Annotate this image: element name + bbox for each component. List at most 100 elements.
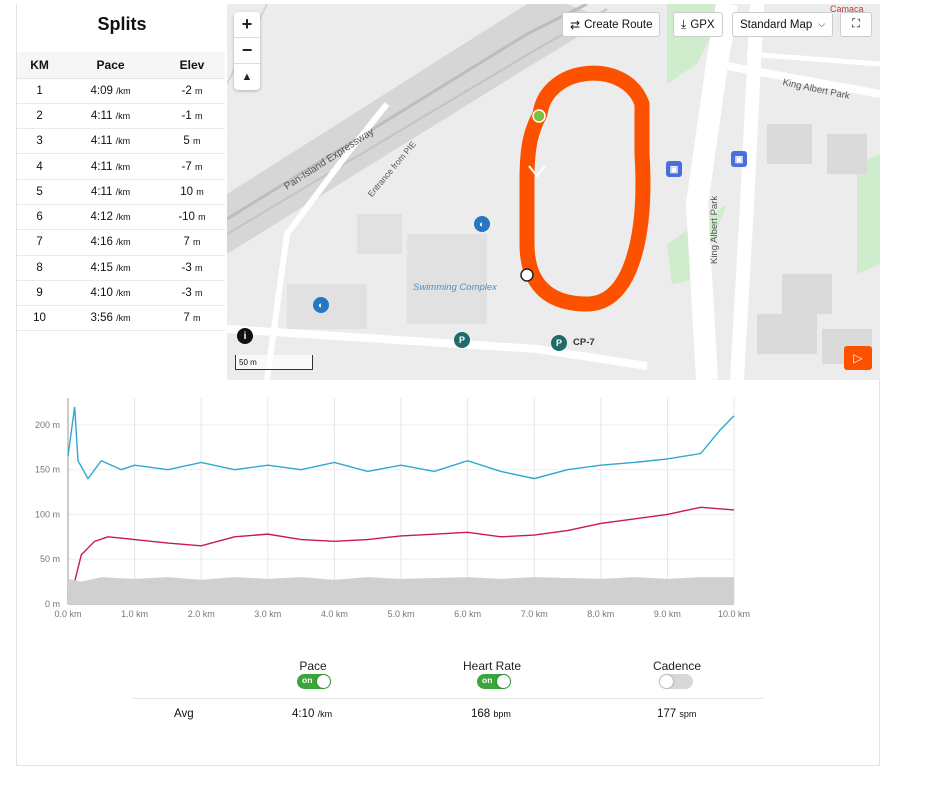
avg-cadence: 177 spm	[657, 708, 697, 720]
splits-panel: Splits KM Pace Elev 1 4:09 /km -2 m 2 4:11 /…	[17, 4, 227, 379]
split-km: 10	[17, 305, 63, 332]
heart-rate-toggle[interactable]: on	[477, 674, 511, 689]
stats-divider	[133, 698, 763, 699]
splits-title: Splits	[97, 14, 147, 34]
split-km: 9	[17, 280, 63, 307]
chevron-down-icon: ⌵	[818, 19, 826, 29]
split-km: 2	[17, 103, 63, 130]
split-elev: -10 m	[158, 204, 225, 231]
split-pace: 4:11 /km	[62, 128, 159, 155]
split-km: 3	[17, 128, 63, 155]
fullscreen-button[interactable]: ⛶	[840, 12, 872, 37]
x-tick-label: 6.0 km	[454, 609, 481, 619]
series-line	[67, 406, 735, 480]
y-tick-label: 0 m	[45, 599, 60, 609]
split-elev: -3 m	[158, 280, 225, 307]
route-map[interactable]: + − ▲ ⇄ Create Route ⤓ GPX Standard Map …	[227, 4, 880, 380]
split-row: 8 4:15 /km -3 m	[17, 255, 225, 281]
split-km: 1	[17, 78, 63, 104]
cadence-toggle-label: Cadence	[652, 659, 702, 673]
swimming-poi-icon[interactable]: ◐	[474, 216, 490, 232]
pace-toggle-label: Pace	[299, 659, 327, 673]
series-area	[68, 577, 734, 604]
split-elev: -3 m	[158, 255, 225, 281]
x-tick-label: 2.0 km	[188, 609, 215, 619]
map-canvas	[227, 4, 880, 380]
zoom-in-icon[interactable]: +	[234, 12, 260, 38]
download-icon: ⤓	[681, 17, 687, 31]
split-pace: 4:10 /km	[62, 280, 159, 307]
parking-icon[interactable]: P	[551, 335, 567, 351]
edge-label: Camaca	[830, 4, 864, 14]
col-km: KM	[17, 52, 63, 79]
split-row: 4 4:11 /km -7 m	[17, 153, 225, 180]
split-row: 5 4:11 /km 10 m	[17, 179, 225, 205]
parking-icon[interactable]: P	[454, 332, 470, 348]
split-km: 4	[17, 153, 63, 180]
y-tick-label: 100 m	[35, 509, 60, 519]
x-tick-label: 7.0 km	[521, 609, 548, 619]
pace-toggle[interactable]: on	[297, 674, 331, 689]
split-elev: 5 m	[158, 128, 225, 155]
map-type-select[interactable]: Standard Map ⌵	[732, 12, 834, 37]
split-elev: 7 m	[158, 229, 225, 256]
x-tick-label: 5.0 km	[387, 609, 414, 619]
play-icon[interactable]: ▷	[844, 346, 872, 370]
bus-stop-icon[interactable]: ▣	[666, 161, 682, 177]
split-pace: 4:09 /km	[62, 78, 159, 104]
create-route-button[interactable]: ⇄ Create Route	[562, 12, 661, 37]
y-tick-label: 150 m	[35, 465, 60, 475]
x-tick-label: 0.0 km	[54, 609, 81, 619]
split-pace: 4:11 /km	[62, 179, 159, 205]
col-elev: Elev	[158, 52, 225, 79]
zoom-out-icon[interactable]: −	[234, 38, 260, 64]
avg-pace: 4:10 /km	[292, 708, 333, 720]
activity-chart[interactable]: 0.0 km 1.0 km 2.0 km 3.0 km 4.0 km 5.0 km 6.0 …	[30, 392, 770, 627]
carpark-label: CP-7	[573, 337, 595, 348]
map-scale: 50 m	[235, 355, 313, 370]
bus-stop-icon[interactable]: ▣	[731, 151, 747, 167]
split-pace: 4:16 /km	[62, 229, 159, 256]
x-tick-label: 10.0 km	[718, 609, 750, 619]
split-elev: -1 m	[158, 103, 225, 130]
split-pace: 4:15 /km	[62, 255, 159, 281]
avg-heart-rate: 168 bpm	[471, 708, 511, 720]
compass-icon[interactable]: ▲	[241, 71, 253, 83]
split-pace: 4:11 /km	[62, 103, 159, 130]
split-km: 8	[17, 255, 63, 281]
split-row: 10 3:56 /km 7 m	[17, 305, 225, 332]
series-line	[67, 506, 735, 596]
y-tick-label: 50 m	[40, 554, 60, 564]
split-km: 7	[17, 229, 63, 256]
split-row: 3 4:11 /km 5 m	[17, 128, 225, 155]
split-row: 1 4:09 /km -2 m	[17, 78, 225, 104]
x-tick-label: 1.0 km	[121, 609, 148, 619]
cadence-toggle[interactable]	[659, 674, 693, 689]
gpx-button[interactable]: ⤓ GPX	[673, 12, 723, 37]
split-row: 9 4:10 /km -3 m	[17, 280, 225, 307]
park-label-2: King Albert Park	[709, 195, 720, 264]
y-tick-label: 200 m	[35, 420, 60, 430]
split-row: 2 4:11 /km -1 m	[17, 103, 225, 130]
avg-label: Avg	[174, 708, 194, 720]
split-elev: 10 m	[158, 179, 225, 205]
split-row: 7 4:16 /km 7 m	[17, 229, 225, 256]
swimming-poi-icon[interactable]: ◐	[313, 297, 329, 313]
swimming-complex-label: Swimming Complex	[413, 282, 497, 293]
split-pace: 3:56 /km	[62, 305, 159, 332]
split-pace: 4:11 /km	[62, 153, 159, 180]
split-pace: 4:12 /km	[62, 204, 159, 231]
hr-toggle-label: Heart Rate	[462, 659, 522, 673]
split-km: 6	[17, 204, 63, 231]
info-icon[interactable]: i	[237, 328, 253, 344]
zoom-controls: + − ▲	[234, 12, 260, 90]
split-elev: 7 m	[158, 305, 225, 332]
route-icon: ⇄	[570, 17, 581, 32]
split-elev: -2 m	[158, 78, 225, 104]
x-tick-label: 8.0 km	[587, 609, 614, 619]
split-km: 5	[17, 179, 63, 205]
x-tick-label: 4.0 km	[321, 609, 348, 619]
split-row: 6 4:12 /km -10 m	[17, 204, 225, 231]
x-tick-label: 3.0 km	[254, 609, 281, 619]
